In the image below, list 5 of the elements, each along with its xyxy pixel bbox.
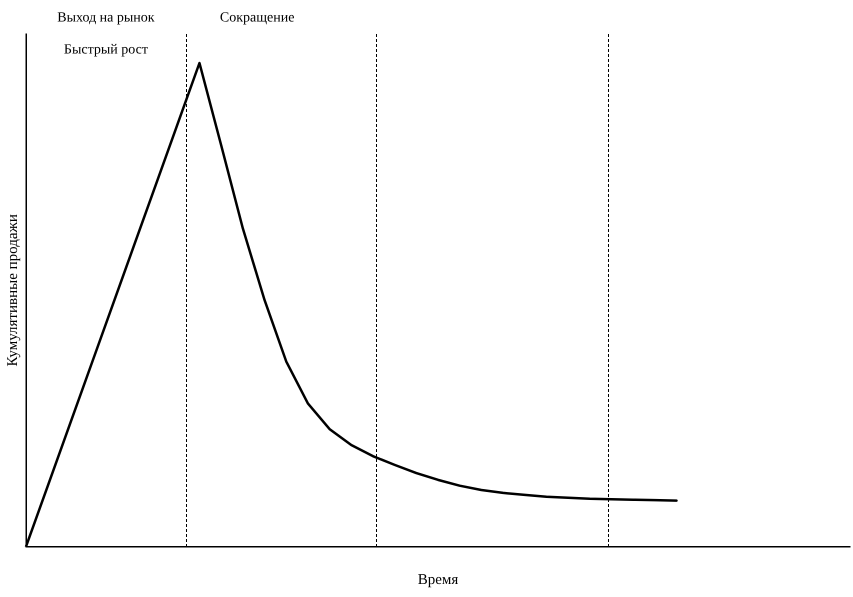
text: Быстрый рост <box>64 42 148 58</box>
text: Сокращение <box>220 10 294 26</box>
text: Выход на рынок <box>57 10 155 26</box>
y-axis-title: Кумулятивные продажи <box>4 214 21 366</box>
x-axis-title: Время <box>418 572 458 588</box>
